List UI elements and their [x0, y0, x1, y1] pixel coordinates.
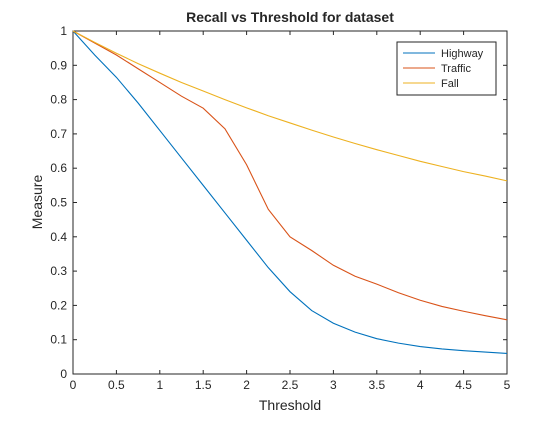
y-tick-label: 0: [60, 367, 67, 381]
chart-title: Recall vs Threshold for dataset: [186, 9, 394, 25]
y-tick-label: 0.2: [50, 298, 67, 312]
x-tick-label: 5: [504, 378, 511, 392]
y-tick-label: 0.4: [50, 230, 67, 244]
legend-label-highway: Highway: [441, 48, 484, 60]
x-axis-label: Threshold: [259, 397, 321, 413]
legend-label-traffic: Traffic: [441, 63, 471, 75]
series-line-fall: [72, 30, 508, 182]
x-tick-label: 3.5: [368, 378, 385, 392]
y-tick-label: 0.3: [50, 264, 67, 278]
y-tick-label: 0.6: [50, 161, 67, 175]
y-axis-label: Measure: [29, 175, 45, 230]
y-tick-label: 0.9: [50, 58, 67, 72]
x-tick-label: 4.5: [455, 378, 472, 392]
x-tick-label: 3: [330, 378, 337, 392]
x-tick-label: 2: [243, 378, 250, 392]
x-tick-label: 1: [156, 378, 163, 392]
series-line-traffic: [72, 30, 508, 321]
x-tick-label: 1.5: [195, 378, 212, 392]
y-tick-label: 0.8: [50, 93, 67, 107]
x-tick-label: 0: [70, 378, 77, 392]
y-tick-label: 0.7: [50, 127, 67, 141]
y-tick-label: 0.1: [50, 333, 67, 347]
x-tick-label: 2.5: [282, 378, 299, 392]
y-tick-label: 1: [60, 24, 67, 38]
x-tick-label: 4: [417, 378, 424, 392]
series-line-highway: [72, 30, 508, 354]
x-tick-label: 0.5: [108, 378, 125, 392]
legend-label-fall: Fall: [441, 78, 459, 90]
y-tick-label: 0.5: [50, 196, 67, 210]
